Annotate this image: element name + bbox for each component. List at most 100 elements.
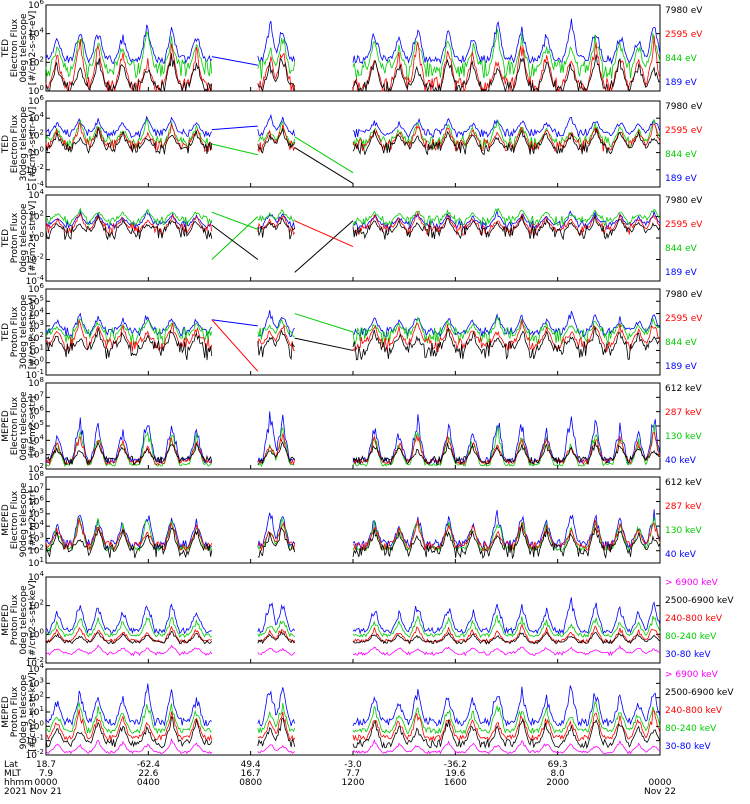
y-tick-label: 104 — [28, 433, 44, 446]
y-tick-label: 100 — [28, 627, 44, 640]
legend-entry: 30-80 keV — [665, 650, 711, 660]
y-axis-label-line: 30deg telescope — [19, 294, 29, 369]
series-line-green — [352, 28, 661, 81]
y-tick-label: 102 — [28, 544, 44, 557]
x-tick-hhmm: 0400 — [137, 778, 160, 788]
series-line-black — [352, 214, 661, 241]
series-line-blue — [257, 113, 296, 137]
series-line-black — [45, 715, 213, 749]
legend-entry: 2595 eV — [665, 314, 703, 324]
series-line-blue — [45, 683, 213, 727]
legend-entry: 240-800 keV — [665, 706, 723, 716]
y-axis-label-line: MEPED — [1, 410, 11, 442]
legend-entry: 2500-6900 keV — [665, 596, 734, 606]
y-tick-label: 102 — [28, 55, 44, 68]
series-line-blue — [45, 603, 212, 635]
y-axis-label-line: [#/cm2-s-str-eV] — [28, 201, 38, 276]
gap-line-red — [211, 319, 259, 372]
series-line-blue — [45, 417, 212, 465]
legend-entry: 130 keV — [665, 526, 702, 536]
series-line-green — [45, 117, 213, 149]
legend-entry: 612 keV — [665, 384, 702, 394]
series-line-blue — [45, 24, 213, 65]
y-axis-label-line: TED — [1, 323, 11, 342]
x-tick-hhmm: 0000 — [35, 778, 58, 788]
y-tick-label: 10-2 — [26, 163, 44, 176]
gap-line-black — [294, 147, 354, 184]
gap-line-green — [294, 313, 354, 333]
series-line-green — [352, 119, 661, 150]
series-line-red — [45, 39, 213, 92]
y-axis-label: TEDElectron Flux0deg telescope[#/cm2-s-s… — [1, 11, 38, 86]
y-axis-label-line: 30deg telescope — [19, 106, 29, 181]
series-line-blue — [257, 512, 296, 549]
series-line-red — [45, 320, 213, 353]
series-line-green — [257, 318, 295, 340]
series-line-black — [257, 527, 296, 558]
y-tick-label: 106 — [28, 495, 44, 508]
y-tick-label: 100 — [28, 231, 44, 244]
legend-entry: 2595 eV — [665, 220, 703, 230]
legend-entry: 2595 eV — [665, 30, 703, 40]
series-line-blue — [352, 18, 661, 65]
y-tick-label: 105 — [28, 507, 44, 520]
y-axis-label-line: MEPED — [1, 696, 11, 728]
series-line-black — [352, 525, 661, 560]
series-line-green — [352, 517, 661, 552]
series-line-blue — [45, 210, 213, 230]
gap-line-blue — [211, 319, 258, 327]
series-line-blue — [45, 115, 213, 139]
y-tick-label: 102 — [28, 599, 44, 612]
series-line-green — [352, 207, 661, 228]
series-line-black — [45, 127, 213, 155]
y-axis-label-line: Electron Flux — [10, 490, 20, 549]
x-tick-lat: -3.0 — [344, 760, 362, 770]
series-line-red — [45, 122, 213, 153]
gap-line-blue — [211, 125, 258, 131]
y-axis-label: MEPEDElectron Flux90deg telescope[#/cm2-… — [1, 482, 38, 557]
gap-line-blue — [211, 56, 258, 66]
series-line-black — [352, 441, 661, 466]
legend-entry: 189 eV — [665, 268, 698, 278]
series-line-red — [257, 324, 295, 351]
gap-line-green — [211, 143, 258, 156]
y-axis-label-line: Proton Flux — [10, 306, 20, 357]
legend-entry: 189 eV — [665, 78, 698, 88]
x-tick-lat: -36.2 — [444, 760, 467, 770]
y-tick-label: 104 — [28, 188, 44, 201]
y-axis-label: MEPEDElectron Flux0deg telescope[#/cm2-s… — [1, 391, 38, 461]
series-line-red — [352, 709, 661, 742]
y-tick-label: 102 — [28, 210, 44, 223]
x-tick-lat: -62.4 — [137, 760, 161, 770]
series-line-green — [257, 38, 296, 80]
gap-line-green — [211, 216, 259, 260]
gap-line-black — [294, 337, 354, 351]
series-line-blue — [352, 685, 661, 727]
series-line-blue — [257, 602, 296, 634]
series-line-red — [352, 623, 661, 644]
series-line-black — [352, 54, 661, 93]
legend-entry: 189 eV — [665, 174, 698, 184]
x-tick-hhmm: 1200 — [342, 778, 365, 788]
series-line-black — [45, 327, 213, 361]
x-row-label: Lat — [4, 760, 19, 770]
legend-entry: 80-240 keV — [665, 724, 717, 734]
x-tick-hhmm: 0800 — [239, 778, 262, 788]
y-tick-label: 108 — [28, 376, 44, 389]
y-axis-label: TEDProton Flux30deg telescope[#/cm2-s-st… — [1, 294, 38, 369]
series-line-black — [45, 630, 213, 645]
panel-frame — [45, 194, 661, 282]
series-line-green — [257, 427, 295, 468]
series-line-black — [352, 128, 661, 156]
y-axis-label: TEDProton Flux0deg telescope[#/cm2-s-str… — [1, 201, 38, 276]
legend-entry: 240-800 keV — [665, 614, 723, 624]
x-tick-mlt: 8.0 — [550, 769, 565, 779]
series-line-green — [45, 30, 213, 80]
x-row-label: 2021 — [4, 787, 27, 797]
y-tick-label: 107 — [28, 482, 44, 495]
